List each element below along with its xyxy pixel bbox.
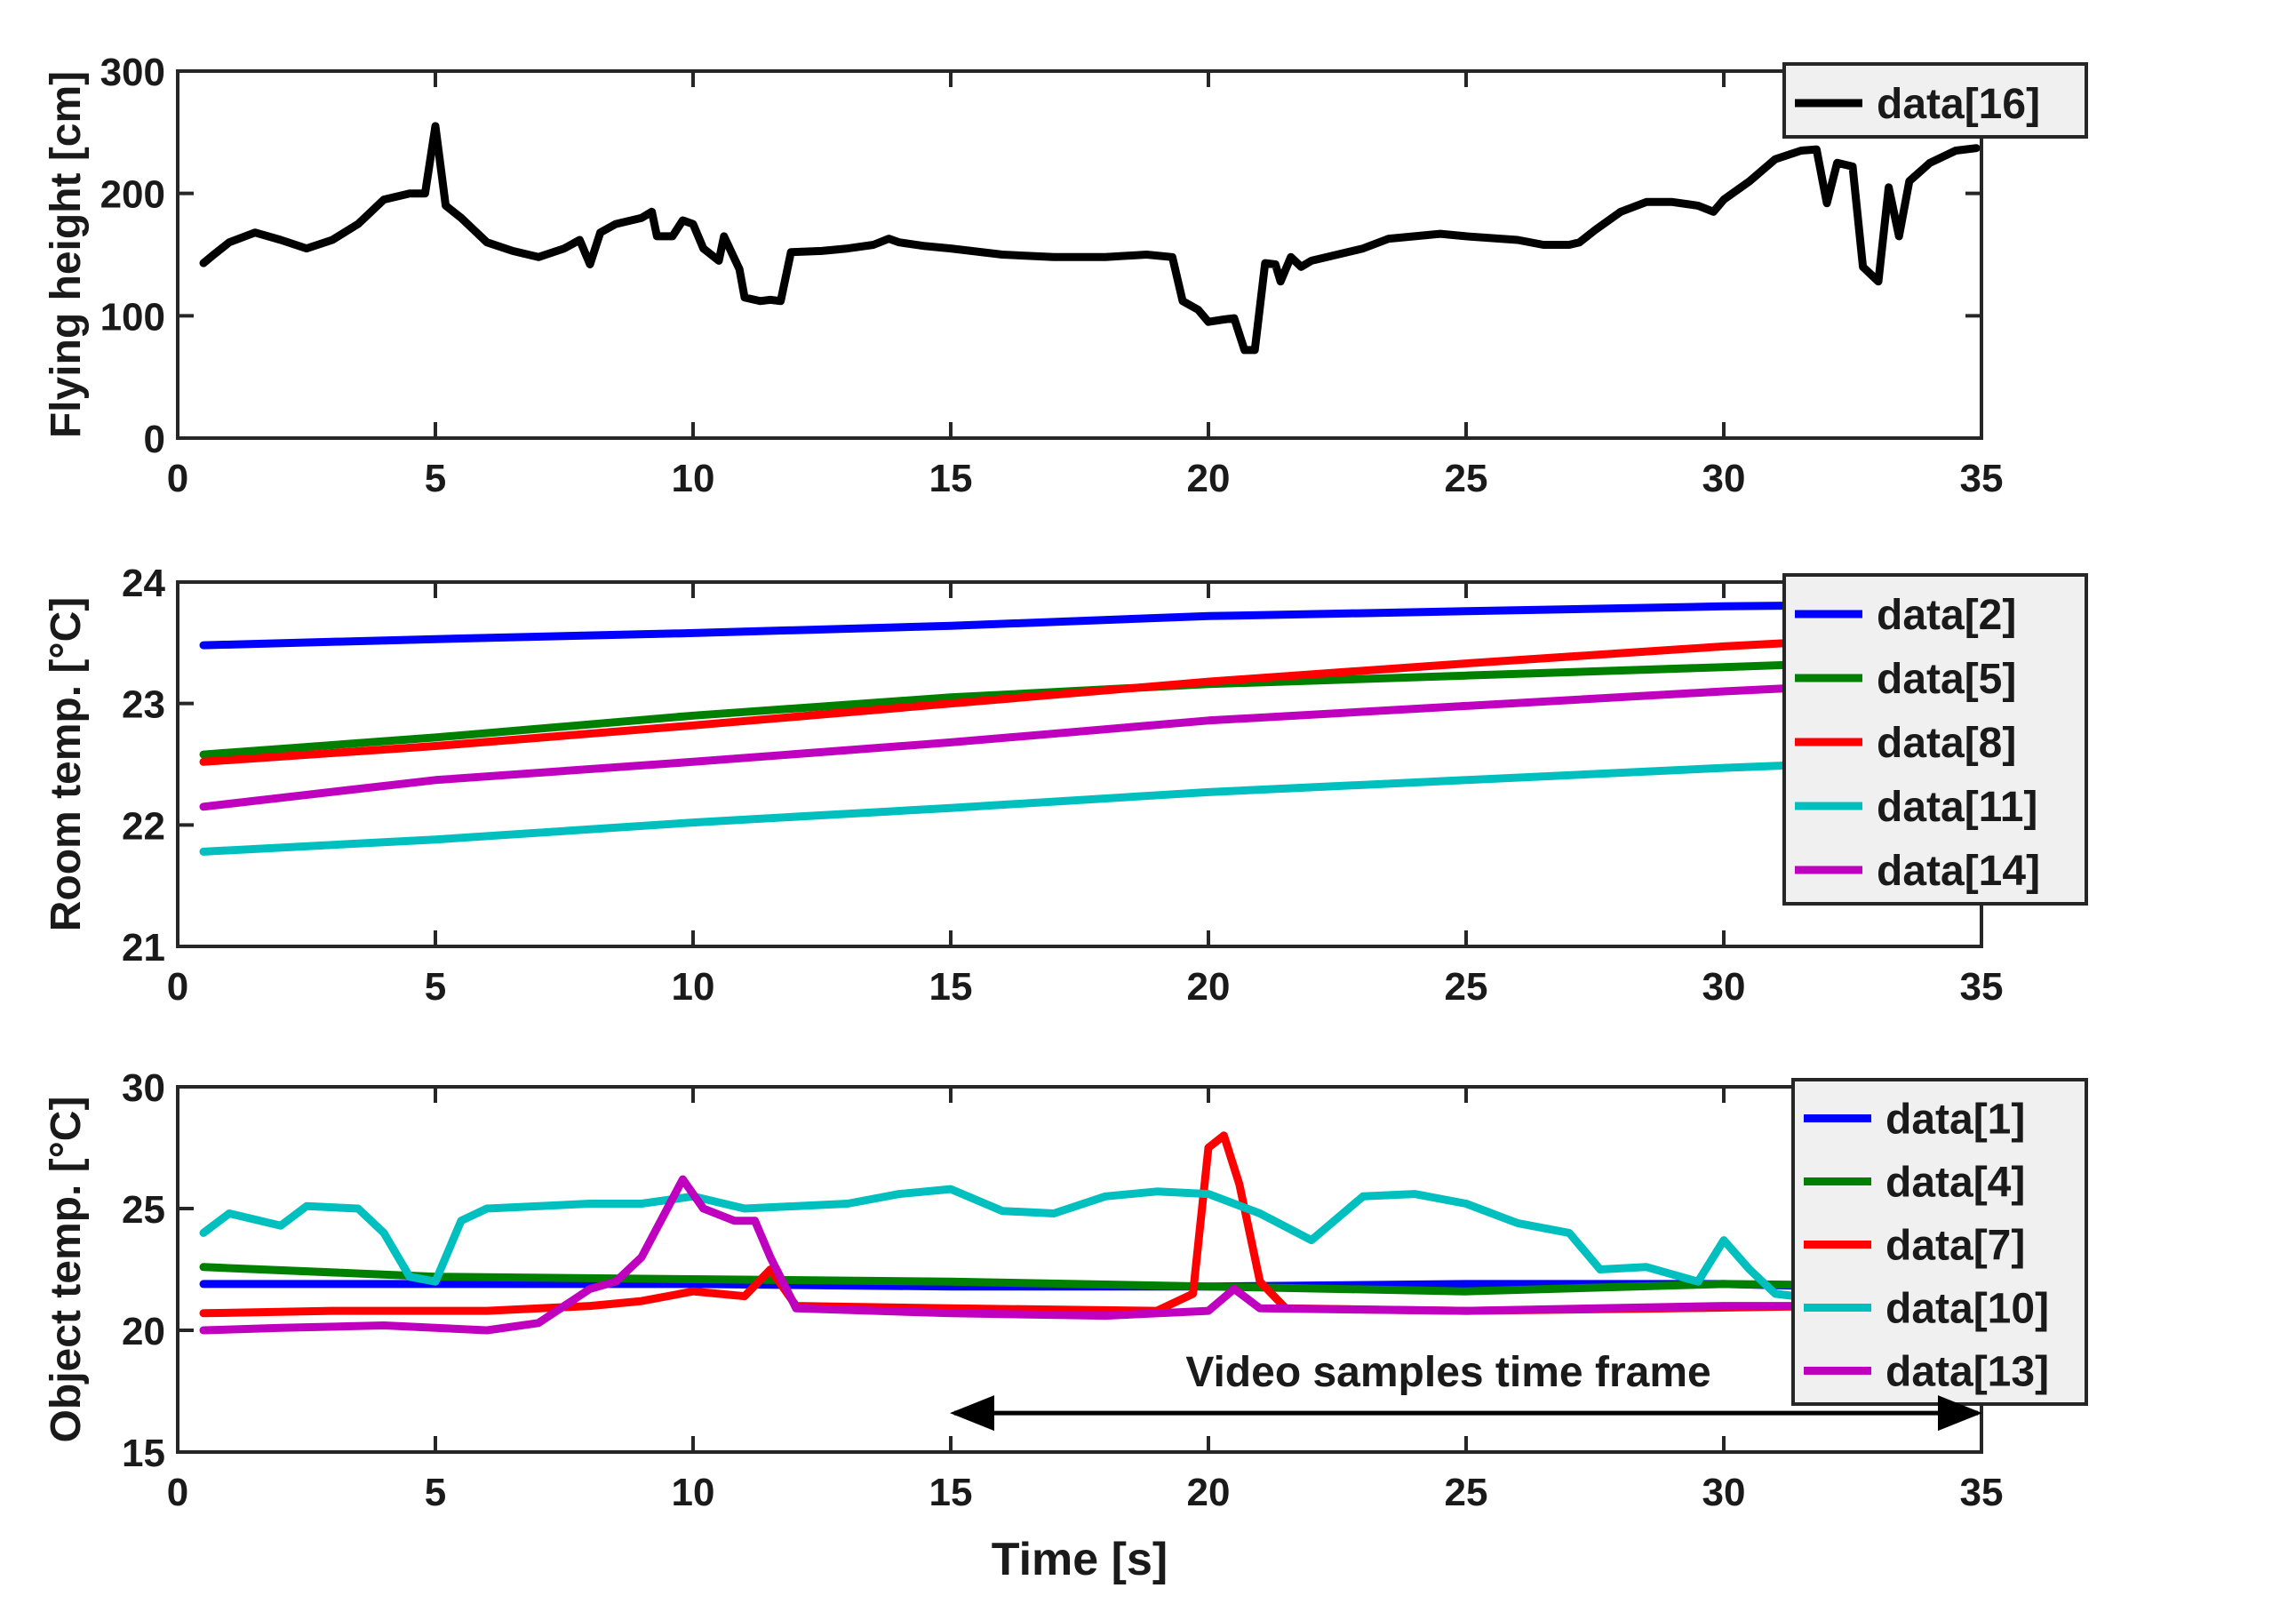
y-tick-label: 23: [122, 683, 165, 727]
annotation-label: Video samples time frame: [1185, 1349, 1710, 1396]
x-tick-label: 20: [1187, 965, 1231, 1009]
x-axis-label: Time [s]: [992, 1534, 1168, 1585]
panel-middle: 0 5 10 15 20 25 30 35 21 22 23 24 Room temp. [°C] dat…: [43, 562, 2088, 1009]
x-tick-label: 20: [1187, 1471, 1231, 1514]
series-line-bottom-3: [199, 1180, 1981, 1303]
x-tick-label: 5: [425, 457, 446, 500]
legend-entry: data[14]: [1877, 848, 2040, 895]
x-tick-label: 30: [1702, 1471, 1746, 1514]
legend-entry: data[10]: [1885, 1286, 2049, 1333]
axes-box-bottom: [176, 1085, 1983, 1454]
y-tick-label: 22: [122, 804, 165, 848]
legend-entry: data[13]: [1885, 1349, 2049, 1396]
x-tick-label: 0: [167, 965, 188, 1009]
y-axis-label: Object temp. [°C]: [43, 1097, 90, 1443]
panel-bottom: 0 5 10 15 20 25 30 35 15 20 25 30 Object temp. [°C] T…: [43, 1066, 2088, 1585]
x-tick-label: 10: [672, 1471, 715, 1514]
legend-entry: data[4]: [1885, 1160, 2025, 1207]
x-tick-label: 5: [425, 965, 446, 1009]
axes-box-top: [176, 69, 1983, 440]
y-tick-label: 21: [122, 926, 165, 970]
y-tick-label: 25: [122, 1188, 165, 1232]
legend-box: [1782, 62, 2088, 139]
x-tick-label: 20: [1187, 457, 1231, 500]
legend-entry: data[7]: [1885, 1223, 2025, 1270]
x-tick-label: 0: [167, 1471, 188, 1514]
y-tick-label: 100: [100, 295, 165, 339]
x-tick-label: 35: [1960, 1471, 2004, 1514]
x-tick-label: 10: [672, 457, 715, 500]
x-tick-label: 35: [1960, 457, 2004, 500]
series-line-top-0: [199, 122, 1981, 355]
legend-bottom: data[1] data[4] data[7] data[10] data[13]: [1791, 1078, 2088, 1406]
legend-entry: data[8]: [1877, 720, 2016, 767]
x-tick-label: 25: [1445, 1471, 1488, 1514]
y-tick-label: 200: [100, 173, 165, 217]
legend-entry: data[1]: [1885, 1097, 2025, 1144]
y-tick-label: 0: [144, 418, 165, 461]
x-tick-label: 35: [1960, 965, 2004, 1009]
legend-entry: data[11]: [1877, 784, 2037, 831]
y-tick-label: 30: [122, 1066, 165, 1110]
legend-entry: data[16]: [1877, 81, 2040, 128]
legend-entry: data[5]: [1877, 656, 2016, 703]
x-tick-label: 15: [929, 457, 973, 500]
x-tick-label: 30: [1702, 457, 1746, 500]
x-tick-label: 25: [1445, 457, 1488, 500]
x-tick-label: 15: [929, 965, 973, 1009]
series-line-middle-0: [199, 600, 1981, 650]
x-tick-label: 30: [1702, 965, 1746, 1009]
series-line-middle-4: [199, 674, 1981, 811]
x-tick-label: 0: [167, 457, 188, 500]
y-tick-label: 300: [100, 51, 165, 94]
x-tick-label: 10: [672, 965, 715, 1009]
x-tick-label: 5: [425, 1471, 446, 1514]
x-tick-label: 25: [1445, 965, 1488, 1009]
y-axis-label: Flying height [cm]: [43, 71, 90, 438]
series-line-middle-2: [199, 628, 1981, 766]
series-line-middle-3: [199, 754, 1981, 856]
legend-top: data[16]: [1782, 62, 2088, 139]
y-axis-label: Room temp. [°C]: [43, 597, 90, 932]
y-tick-label: 20: [122, 1310, 165, 1353]
series-line-bottom-1: [199, 1263, 1981, 1296]
y-tick-label: 24: [122, 562, 165, 605]
x-tick-label: 15: [929, 1471, 973, 1514]
legend-entry: data[2]: [1877, 592, 2016, 639]
legend-middle: data[2] data[5] data[8] data[11] data[14]: [1782, 573, 2088, 906]
y-tick-label: 15: [122, 1432, 165, 1475]
